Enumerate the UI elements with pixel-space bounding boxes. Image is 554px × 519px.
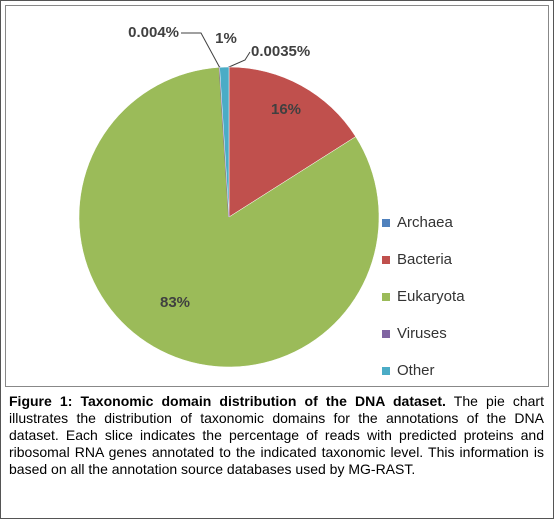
- caption-label: Figure 1: Taxonomic domain distribution …: [9, 393, 446, 409]
- legend-label: Bacteria: [397, 251, 453, 268]
- caption-text: The pie chart illustrates the distributi…: [9, 393, 544, 477]
- legend-label: Other: [397, 362, 435, 379]
- data-label: 0.004%: [128, 24, 179, 41]
- leader-line: [181, 32, 221, 68]
- data-label: 16%: [271, 101, 301, 118]
- legend-label: Viruses: [397, 325, 447, 342]
- caption: Figure 1: Taxonomic domain distribution …: [9, 393, 544, 478]
- data-label: 83%: [160, 294, 190, 311]
- data-label: 1%: [215, 30, 237, 47]
- legend-swatch: [382, 256, 390, 264]
- leader-line: [228, 51, 251, 68]
- legend-label: Eukaryota: [397, 288, 465, 305]
- pie-slice: [219, 66, 230, 218]
- legend-swatch: [382, 219, 390, 227]
- legend-label: Archaea: [397, 214, 454, 231]
- pie-slice: [228, 66, 357, 218]
- chart: 0.0035% 16% 83% 0.004% 1% Archaea Bacteria Euka…: [5, 5, 549, 387]
- data-label: 0.0035%: [251, 43, 310, 60]
- legend-swatch: [382, 330, 390, 338]
- legend-swatch: [382, 293, 390, 301]
- pie-slice: [78, 67, 380, 368]
- legend-swatch: [382, 367, 390, 375]
